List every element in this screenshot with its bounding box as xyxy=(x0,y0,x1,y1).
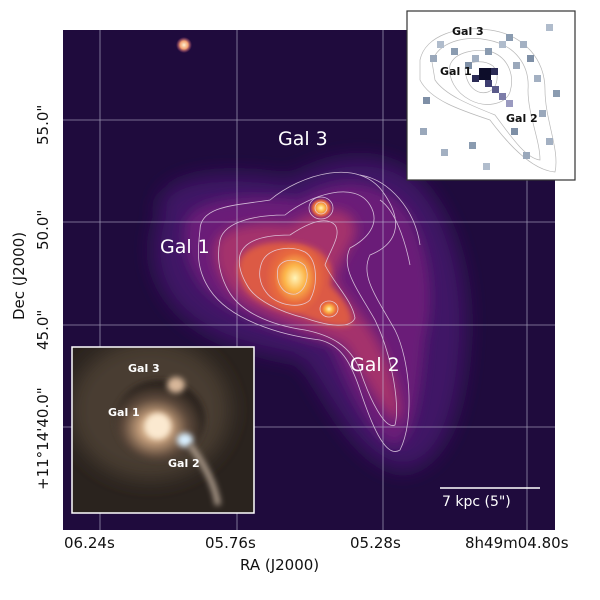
x-tick-label: 06.24s xyxy=(64,534,115,552)
inset-pixel-label-gal3: Gal 3 xyxy=(452,25,484,38)
scale-bar: 7 kpc (5") xyxy=(440,487,540,510)
inset-pixel-label-gal2: Gal 2 xyxy=(506,112,538,125)
inset-optical-label-gal2: Gal 2 xyxy=(168,457,200,470)
scale-bar-label: 7 kpc (5") xyxy=(442,494,511,510)
x-tick-label: 8h49m04.80s xyxy=(465,534,569,552)
y-axis-label: Dec (J2000) xyxy=(10,232,28,320)
x-tick-label: 05.28s xyxy=(350,534,401,552)
y-axis: 55.0" 50.0" 45.0" +11°14'40.0" Dec (J200… xyxy=(10,105,52,490)
label-gal1: Gal 1 xyxy=(160,236,210,258)
y-tick-label: 55.0" xyxy=(34,105,52,145)
inset-optical-image: Gal 3 Gal 1 Gal 2 xyxy=(71,346,255,514)
y-tick-label: 50.0" xyxy=(34,210,52,250)
x-axis: 06.24s 05.76s 05.28s 8h49m04.80s RA (J20… xyxy=(64,534,569,574)
label-gal2: Gal 2 xyxy=(350,354,400,376)
contour-lines xyxy=(197,171,421,452)
galaxy-emission xyxy=(153,37,467,470)
x-axis-label: RA (J2000) xyxy=(240,556,319,574)
inset-pixel-map: Gal 3 Gal 1 Gal 2 xyxy=(406,10,576,181)
y-tick-label: +11°14'40.0" xyxy=(34,387,52,490)
x-tick-label: 05.76s xyxy=(205,534,256,552)
y-tick-label: 45.0" xyxy=(34,310,52,350)
inset-optical-label-gal3: Gal 3 xyxy=(128,362,160,375)
foreground-star xyxy=(176,37,192,53)
inset-optical-label-gal1: Gal 1 xyxy=(108,406,140,419)
inset-pixels xyxy=(420,24,560,170)
inset-pixel-label-gal1: Gal 1 xyxy=(440,65,472,78)
label-gal3: Gal 3 xyxy=(278,128,328,150)
